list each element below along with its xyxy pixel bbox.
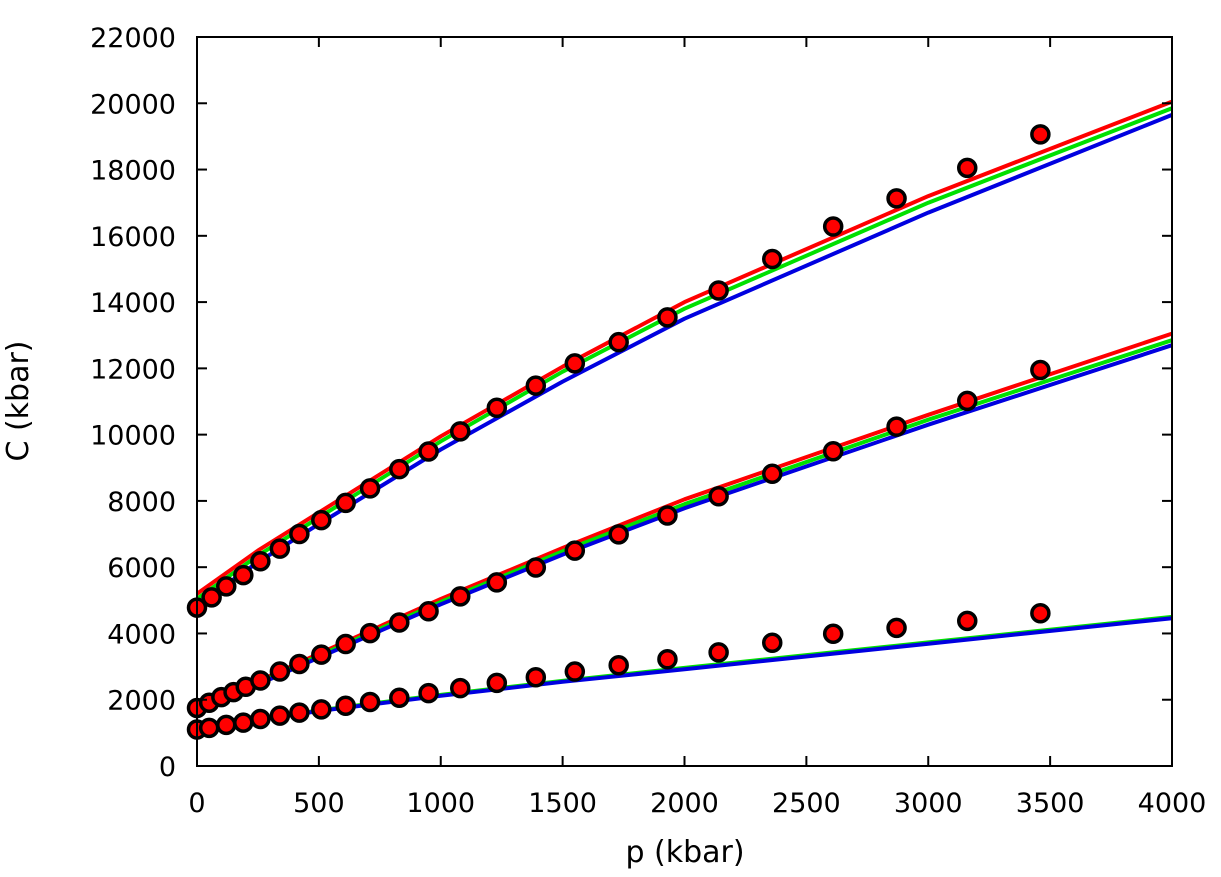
data-point-g2 [762,463,783,484]
y-tick-label: 20000 [90,89,176,120]
data-point-g1 [289,523,310,545]
x-axis-title: p (kbar) [625,835,744,870]
data-point-g2 [359,622,381,644]
data-point-g2 [657,505,678,526]
data-point-g2 [486,572,508,593]
data-point-g2 [311,644,332,665]
data-point-g3 [359,691,381,713]
x-tick-label: 1000 [406,788,475,819]
data-point-g1 [201,587,222,608]
x-tick-label: 4000 [1138,788,1207,819]
data-point-g3 [957,610,978,632]
data-point-g1 [216,576,237,597]
data-point-g3 [289,702,310,723]
data-point-g3 [311,699,332,720]
data-point-g3 [486,672,508,694]
data-point-g2 [418,601,439,622]
data-point-g2 [957,390,978,412]
data-point-g1 [657,307,678,328]
data-point-g2 [269,661,291,682]
x-tick-label: 3000 [894,788,963,819]
data-point-g2 [389,612,410,633]
y-tick-label: 0 [159,752,176,783]
data-point-g2 [1030,359,1051,381]
data-point-g3 [418,682,439,704]
data-point-g2 [708,486,729,507]
data-point-g3 [216,714,237,736]
data-point-g1 [564,353,586,374]
data-point-g3 [233,712,254,733]
data-point-g3 [198,717,220,739]
data-point-g2 [335,633,356,655]
data-point-g2 [886,416,907,437]
data-point-g2 [289,653,310,675]
data-point-g3 [250,708,271,730]
data-point-g3 [608,655,629,676]
data-point-g3 [389,687,410,708]
x-tick-label: 500 [293,788,345,819]
plot-area-frame [196,36,1173,767]
y-tick-label: 10000 [90,421,176,452]
y-tick-label: 22000 [90,23,176,54]
x-tick-label: 3500 [1016,788,1085,819]
data-point-g2 [608,524,629,545]
data-point-g2 [525,557,547,578]
data-point-g1 [608,331,629,353]
data-point-g3 [822,623,844,645]
data-point-g1 [250,550,271,572]
data-point-g3 [269,705,291,726]
data-point-g1 [335,492,356,514]
data-point-g1 [486,397,508,419]
data-point-g2 [250,670,271,691]
data-point-g1 [886,188,907,209]
data-point-g1 [1030,124,1051,145]
data-point-g1 [822,216,844,237]
y-tick-label: 14000 [90,288,176,319]
x-tick-label: 2000 [650,788,719,819]
series-line-6 [196,343,1173,712]
x-tick-label: 1500 [528,788,597,819]
data-point-g1 [311,509,332,531]
data-point-g1 [762,248,783,270]
data-point-g3 [450,677,471,699]
data-point-g1 [708,280,729,301]
series-line-3 [195,113,1173,607]
data-point-g3 [708,642,729,663]
y-tick-label: 16000 [90,222,176,253]
marker-layer [186,124,1051,740]
data-point-g1 [525,375,547,396]
data-point-g1 [450,421,471,442]
data-point-g3 [525,666,547,688]
y-tick-label: 8000 [107,487,176,518]
y-axis-title: C (kbar) [1,340,36,461]
data-point-g1 [418,441,439,462]
data-point-g3 [762,632,783,653]
data-point-g1 [957,157,978,179]
y-tick-label: 18000 [90,156,176,187]
data-point-g1 [389,458,410,480]
data-point-g1 [269,538,291,559]
data-point-g3 [1030,602,1051,624]
data-point-g3 [335,695,356,716]
data-point-g3 [657,649,678,670]
x-tick-label: 2500 [772,788,841,819]
y-tick-label: 6000 [107,553,176,584]
y-tick-label: 4000 [107,619,176,650]
data-point-g3 [886,617,907,639]
data-point-g1 [233,564,254,586]
series-line-2 [195,106,1173,601]
data-point-g1 [359,478,381,499]
y-tick-label: 2000 [107,686,176,717]
data-point-g2 [450,586,471,607]
data-point-g2 [822,440,844,462]
data-point-g2 [564,540,586,561]
tick-layer: 0 500 1000 1500 2000 2500 3000 3500 4000 0 2000 400… [90,23,1206,819]
data-point-g3 [564,661,586,682]
x-tick-label: 0 [188,788,205,819]
y-tick-label: 12000 [90,354,176,385]
